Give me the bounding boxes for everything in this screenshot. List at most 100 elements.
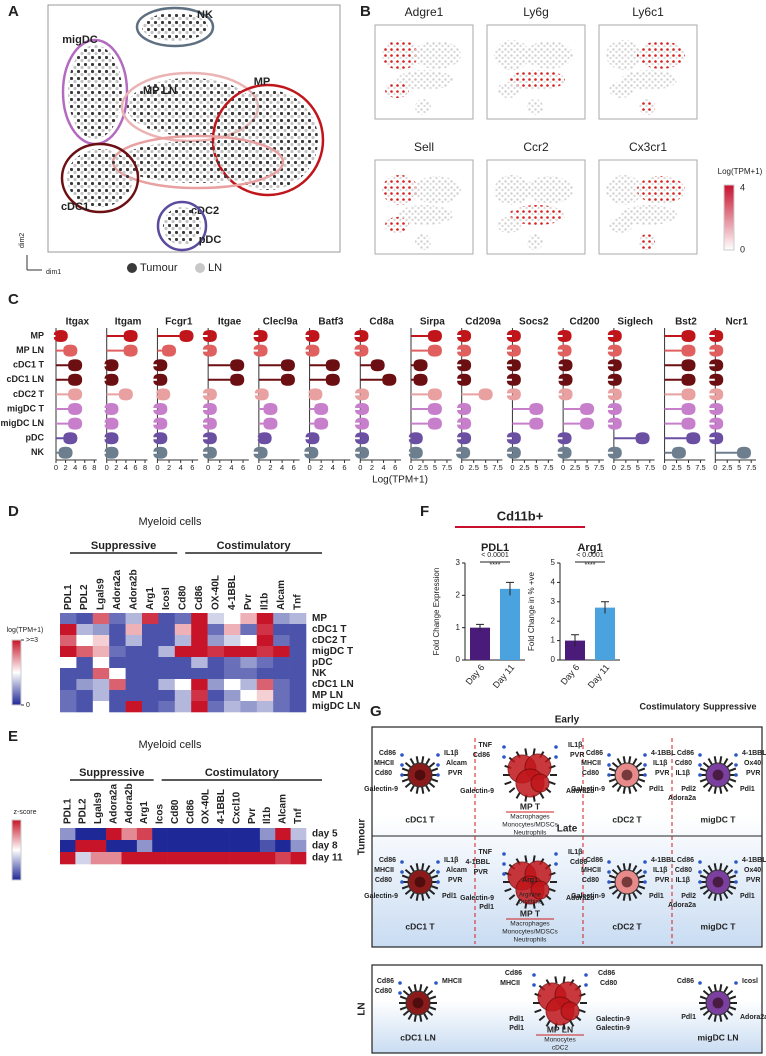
heatmap-cell bbox=[142, 690, 159, 702]
cell-nucleus bbox=[414, 769, 426, 781]
cell-dendrite bbox=[699, 778, 708, 783]
heatmap-cell bbox=[60, 624, 77, 636]
costimulatory-label: MHCII bbox=[581, 760, 601, 767]
cell-dendrite bbox=[728, 995, 737, 1000]
x-tick-label: 4 bbox=[280, 463, 284, 472]
heatmap-cell bbox=[125, 624, 143, 636]
tsne-points bbox=[606, 175, 642, 205]
heatmap-cell bbox=[183, 852, 199, 865]
heatmap-cell bbox=[207, 635, 225, 647]
heatmap-cell bbox=[240, 613, 258, 625]
column-label: Adora2b bbox=[124, 783, 135, 824]
row-label: day 5 bbox=[312, 829, 338, 840]
cell-dendrite bbox=[423, 1012, 429, 1020]
cell-dendrite bbox=[401, 874, 410, 879]
colorbar-tick: 4 bbox=[740, 182, 745, 192]
suppressive-label: Adora2a bbox=[668, 795, 696, 802]
heatmap-cell bbox=[289, 657, 307, 669]
cell-dendrite bbox=[611, 762, 619, 769]
violin bbox=[506, 432, 521, 445]
violin bbox=[457, 417, 472, 430]
heatmap-cell bbox=[244, 852, 261, 865]
heatmap-cell bbox=[229, 852, 245, 865]
heatmap-cell bbox=[142, 635, 159, 647]
violin bbox=[607, 330, 622, 342]
legend-label: Tumour bbox=[140, 262, 178, 274]
violin bbox=[506, 344, 521, 357]
violin bbox=[411, 359, 428, 372]
marker-dot bbox=[400, 860, 404, 864]
panel-label: G bbox=[370, 703, 382, 720]
heatmap-cell bbox=[76, 624, 94, 636]
cell-dendrite bbox=[611, 869, 619, 876]
x-tick-label: 0 bbox=[358, 463, 362, 472]
x-tick-label: 0 bbox=[662, 463, 666, 472]
violin bbox=[202, 446, 217, 459]
tsne-points bbox=[494, 175, 530, 205]
cell-dendrite bbox=[428, 869, 436, 876]
heatmap-cell bbox=[289, 690, 307, 702]
costimulatory-label: PVR bbox=[655, 770, 669, 777]
cell-dendrite bbox=[699, 1006, 708, 1011]
marker-dot bbox=[502, 755, 506, 759]
heatmap-cell bbox=[109, 613, 126, 625]
cell-nucleus bbox=[414, 876, 426, 888]
marker-dot bbox=[554, 755, 558, 759]
cell-dendrite bbox=[534, 1008, 542, 1014]
heatmap-cell bbox=[125, 646, 143, 658]
tsne-points bbox=[497, 82, 521, 98]
costimulatory-label: PVR bbox=[448, 770, 462, 777]
heatmap-cell bbox=[158, 635, 176, 647]
violin bbox=[56, 373, 83, 386]
violin bbox=[607, 446, 622, 459]
heatmap-cell bbox=[240, 657, 258, 669]
violin bbox=[305, 432, 320, 445]
heatmap-cell bbox=[224, 657, 241, 669]
costimulatory-label: Cd80 bbox=[582, 877, 599, 884]
heatmap-cell bbox=[224, 679, 241, 691]
violin bbox=[709, 359, 724, 372]
heatmap-cell bbox=[142, 701, 159, 713]
heatmap-cell bbox=[152, 852, 168, 865]
costimulatory-label: Icosl bbox=[742, 978, 758, 985]
cell-dendrite bbox=[515, 791, 521, 799]
row-label: migDC LN bbox=[312, 701, 360, 712]
row-label: cDC2 T bbox=[13, 389, 45, 399]
violin bbox=[153, 432, 168, 445]
x-tick-label: 6 bbox=[342, 463, 346, 472]
cell-dendrite bbox=[635, 781, 643, 788]
cell-dendrite bbox=[569, 1019, 575, 1027]
cell-dendrite bbox=[504, 780, 512, 786]
cell-dendrite bbox=[421, 786, 425, 794]
subtype-label: Monocytes/MDSCs bbox=[502, 822, 558, 829]
panel-label: B bbox=[360, 3, 371, 20]
violin bbox=[56, 403, 83, 415]
suppressive-label: Galectin-9 bbox=[364, 893, 398, 900]
heatmap-cell bbox=[213, 852, 230, 865]
sig-stars: **** bbox=[490, 562, 501, 569]
heatmap-cell bbox=[60, 840, 76, 853]
x-tick-label: Day 6 bbox=[559, 662, 582, 686]
row-label: day 11 bbox=[312, 853, 343, 864]
marker-dot bbox=[734, 773, 738, 777]
marker-dot bbox=[734, 753, 738, 757]
violin bbox=[309, 359, 340, 372]
violin bbox=[153, 403, 168, 415]
cell-dendrite bbox=[538, 1015, 546, 1022]
group-label: LN bbox=[357, 1002, 368, 1015]
heatmap-cell bbox=[273, 690, 290, 702]
heatmap-cell bbox=[142, 679, 159, 691]
cell-dendrite bbox=[713, 863, 717, 871]
violin bbox=[607, 417, 622, 430]
panel-label: F bbox=[420, 503, 429, 520]
heatmap-cell bbox=[275, 828, 291, 841]
cell-dendrite bbox=[699, 885, 708, 890]
cell-dendrite bbox=[548, 780, 556, 786]
heatmap-cell bbox=[92, 635, 110, 647]
marker-dot bbox=[698, 870, 702, 874]
gene-title: Ncr1 bbox=[726, 317, 749, 328]
cell-dendrite bbox=[608, 874, 617, 879]
marker-dot bbox=[607, 763, 611, 767]
cell-dendrite bbox=[728, 885, 737, 890]
row-label: migDC LN bbox=[1, 418, 45, 428]
